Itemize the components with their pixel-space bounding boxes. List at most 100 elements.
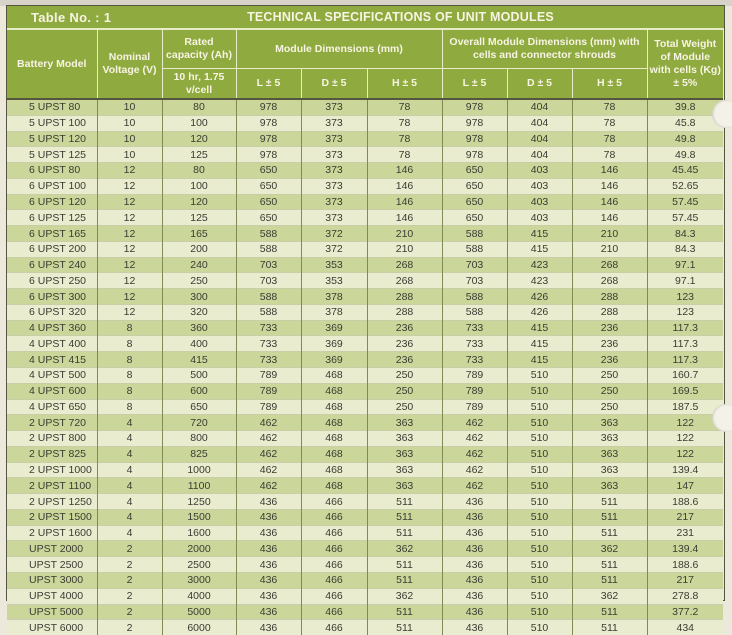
battery-model-cell: UPST 2500 [7, 556, 97, 573]
header-overall-dimensions-group: Overall Module Dimensions (mm) with cell… [441, 30, 648, 69]
value-cell: 2 [96, 556, 162, 573]
value-cell: 373 [300, 193, 367, 210]
value-cell: 426 [506, 303, 573, 321]
value-cell: 362 [366, 587, 443, 604]
value-cell: 436 [235, 524, 301, 541]
value-cell: 436 [441, 524, 508, 541]
value-cell: 436 [235, 619, 301, 635]
value-cell: 12 [96, 288, 162, 305]
value-cell: 10 [96, 130, 162, 147]
value-cell: 510 [506, 414, 573, 431]
value-cell: 12 [96, 162, 162, 179]
value-cell: 188.6 [646, 556, 724, 573]
value-cell: 1600 [161, 524, 236, 541]
battery-model-cell: UPST 5000 [7, 603, 97, 620]
value-cell: 462 [441, 430, 508, 447]
value-cell: 363 [571, 430, 648, 447]
table-row: 2 UPST 1250 4 1250 436 466 511 436 510 511 188.6 [7, 493, 724, 510]
battery-model-cell: 6 UPST 120 [7, 193, 97, 210]
value-cell: 123 [646, 288, 724, 305]
value-cell: 466 [300, 540, 367, 557]
value-cell: 466 [300, 556, 367, 573]
value-cell: 436 [441, 508, 508, 526]
value-cell: 436 [441, 556, 508, 573]
table-row: 6 UPST 200 12 200 588 372 210 588 415 210 84.3 [7, 240, 724, 258]
value-cell: 236 [571, 319, 648, 336]
table-row: 5 UPST 80 10 80 978 373 78 978 404 78 39.8 [7, 98, 724, 116]
value-cell: 462 [441, 461, 508, 478]
value-cell: 217 [646, 508, 724, 526]
table-number-label: Table No. : 1 [31, 9, 112, 25]
value-cell: 377.2 [646, 603, 724, 620]
value-cell: 8 [96, 382, 162, 400]
value-cell: 466 [300, 524, 367, 541]
value-cell: 978 [235, 98, 301, 116]
value-cell: 415 [161, 351, 236, 368]
table-row: UPST 6000 2 6000 436 466 511 436 510 511 434 [7, 619, 724, 635]
value-cell: 403 [506, 177, 573, 195]
value-cell: 466 [300, 508, 367, 526]
value-cell: 146 [366, 209, 443, 226]
value-cell: 12 [96, 193, 162, 210]
value-cell: 600 [161, 382, 236, 400]
value-cell: 373 [300, 98, 367, 116]
header-battery-model: Battery Model [7, 30, 98, 100]
value-cell: 789 [235, 398, 301, 415]
value-cell: 978 [235, 146, 301, 163]
value-cell: 510 [506, 430, 573, 447]
value-cell: 1250 [161, 493, 236, 510]
value-cell: 78 [571, 114, 648, 132]
table-row: 4 UPST 650 8 650 789 468 250 789 510 250 187.5 [7, 398, 724, 415]
value-cell: 362 [366, 540, 443, 557]
value-cell: 510 [506, 603, 573, 620]
value-cell: 369 [300, 351, 367, 368]
value-cell: 4 [96, 414, 162, 431]
value-cell: 3000 [161, 571, 236, 589]
value-cell: 789 [441, 382, 508, 400]
value-cell: 2 [96, 540, 162, 557]
value-cell: 139.4 [646, 461, 724, 478]
value-cell: 125 [161, 209, 236, 226]
value-cell: 5000 [161, 603, 236, 620]
value-cell: 45.45 [646, 162, 724, 179]
value-cell: 147 [646, 477, 724, 494]
value-cell: 78 [366, 114, 443, 132]
value-cell: 268 [571, 256, 648, 273]
value-cell: 415 [506, 319, 573, 336]
table-row: 5 UPST 100 10 100 978 373 78 978 404 78 45.8 [7, 114, 724, 132]
value-cell: 650 [441, 177, 508, 195]
value-cell: 363 [366, 461, 443, 478]
value-cell: 511 [366, 493, 443, 510]
value-cell: 122 [646, 414, 724, 431]
value-cell: 462 [441, 445, 508, 463]
value-cell: 650 [235, 177, 301, 195]
value-cell: 217 [646, 571, 724, 589]
battery-model-cell: 2 UPST 1500 [7, 508, 97, 526]
value-cell: 588 [441, 240, 508, 258]
value-cell: 210 [571, 225, 648, 242]
battery-model-cell: 2 UPST 1000 [7, 461, 97, 478]
table-row: 2 UPST 1100 4 1100 462 468 363 462 510 363 147 [7, 477, 724, 494]
battery-model-cell: 2 UPST 1250 [7, 493, 97, 510]
value-cell: 1100 [161, 477, 236, 494]
value-cell: 4 [96, 477, 162, 494]
value-cell: 436 [235, 540, 301, 557]
value-cell: 510 [506, 493, 573, 510]
value-cell: 588 [235, 225, 301, 242]
value-cell: 468 [300, 398, 367, 415]
header-overall-l: L ± 5 [441, 68, 508, 100]
value-cell: 78 [571, 98, 648, 116]
value-cell: 120 [161, 193, 236, 210]
value-cell: 12 [96, 272, 162, 289]
header-module-dimensions-group: Module Dimensions (mm) [235, 30, 443, 69]
value-cell: 404 [506, 114, 573, 132]
value-cell: 78 [366, 98, 443, 116]
table-row: UPST 5000 2 5000 436 466 511 436 510 511 377.2 [7, 603, 724, 620]
value-cell: 423 [506, 272, 573, 289]
header-rated-capacity: Rated capacity (Ah) [161, 30, 237, 69]
table-row: 4 UPST 400 8 400 733 369 236 733 415 236 117.3 [7, 335, 724, 352]
battery-model-cell: 6 UPST 80 [7, 162, 97, 179]
value-cell: 703 [235, 272, 301, 289]
value-cell: 511 [366, 508, 443, 526]
value-cell: 123 [646, 303, 724, 321]
